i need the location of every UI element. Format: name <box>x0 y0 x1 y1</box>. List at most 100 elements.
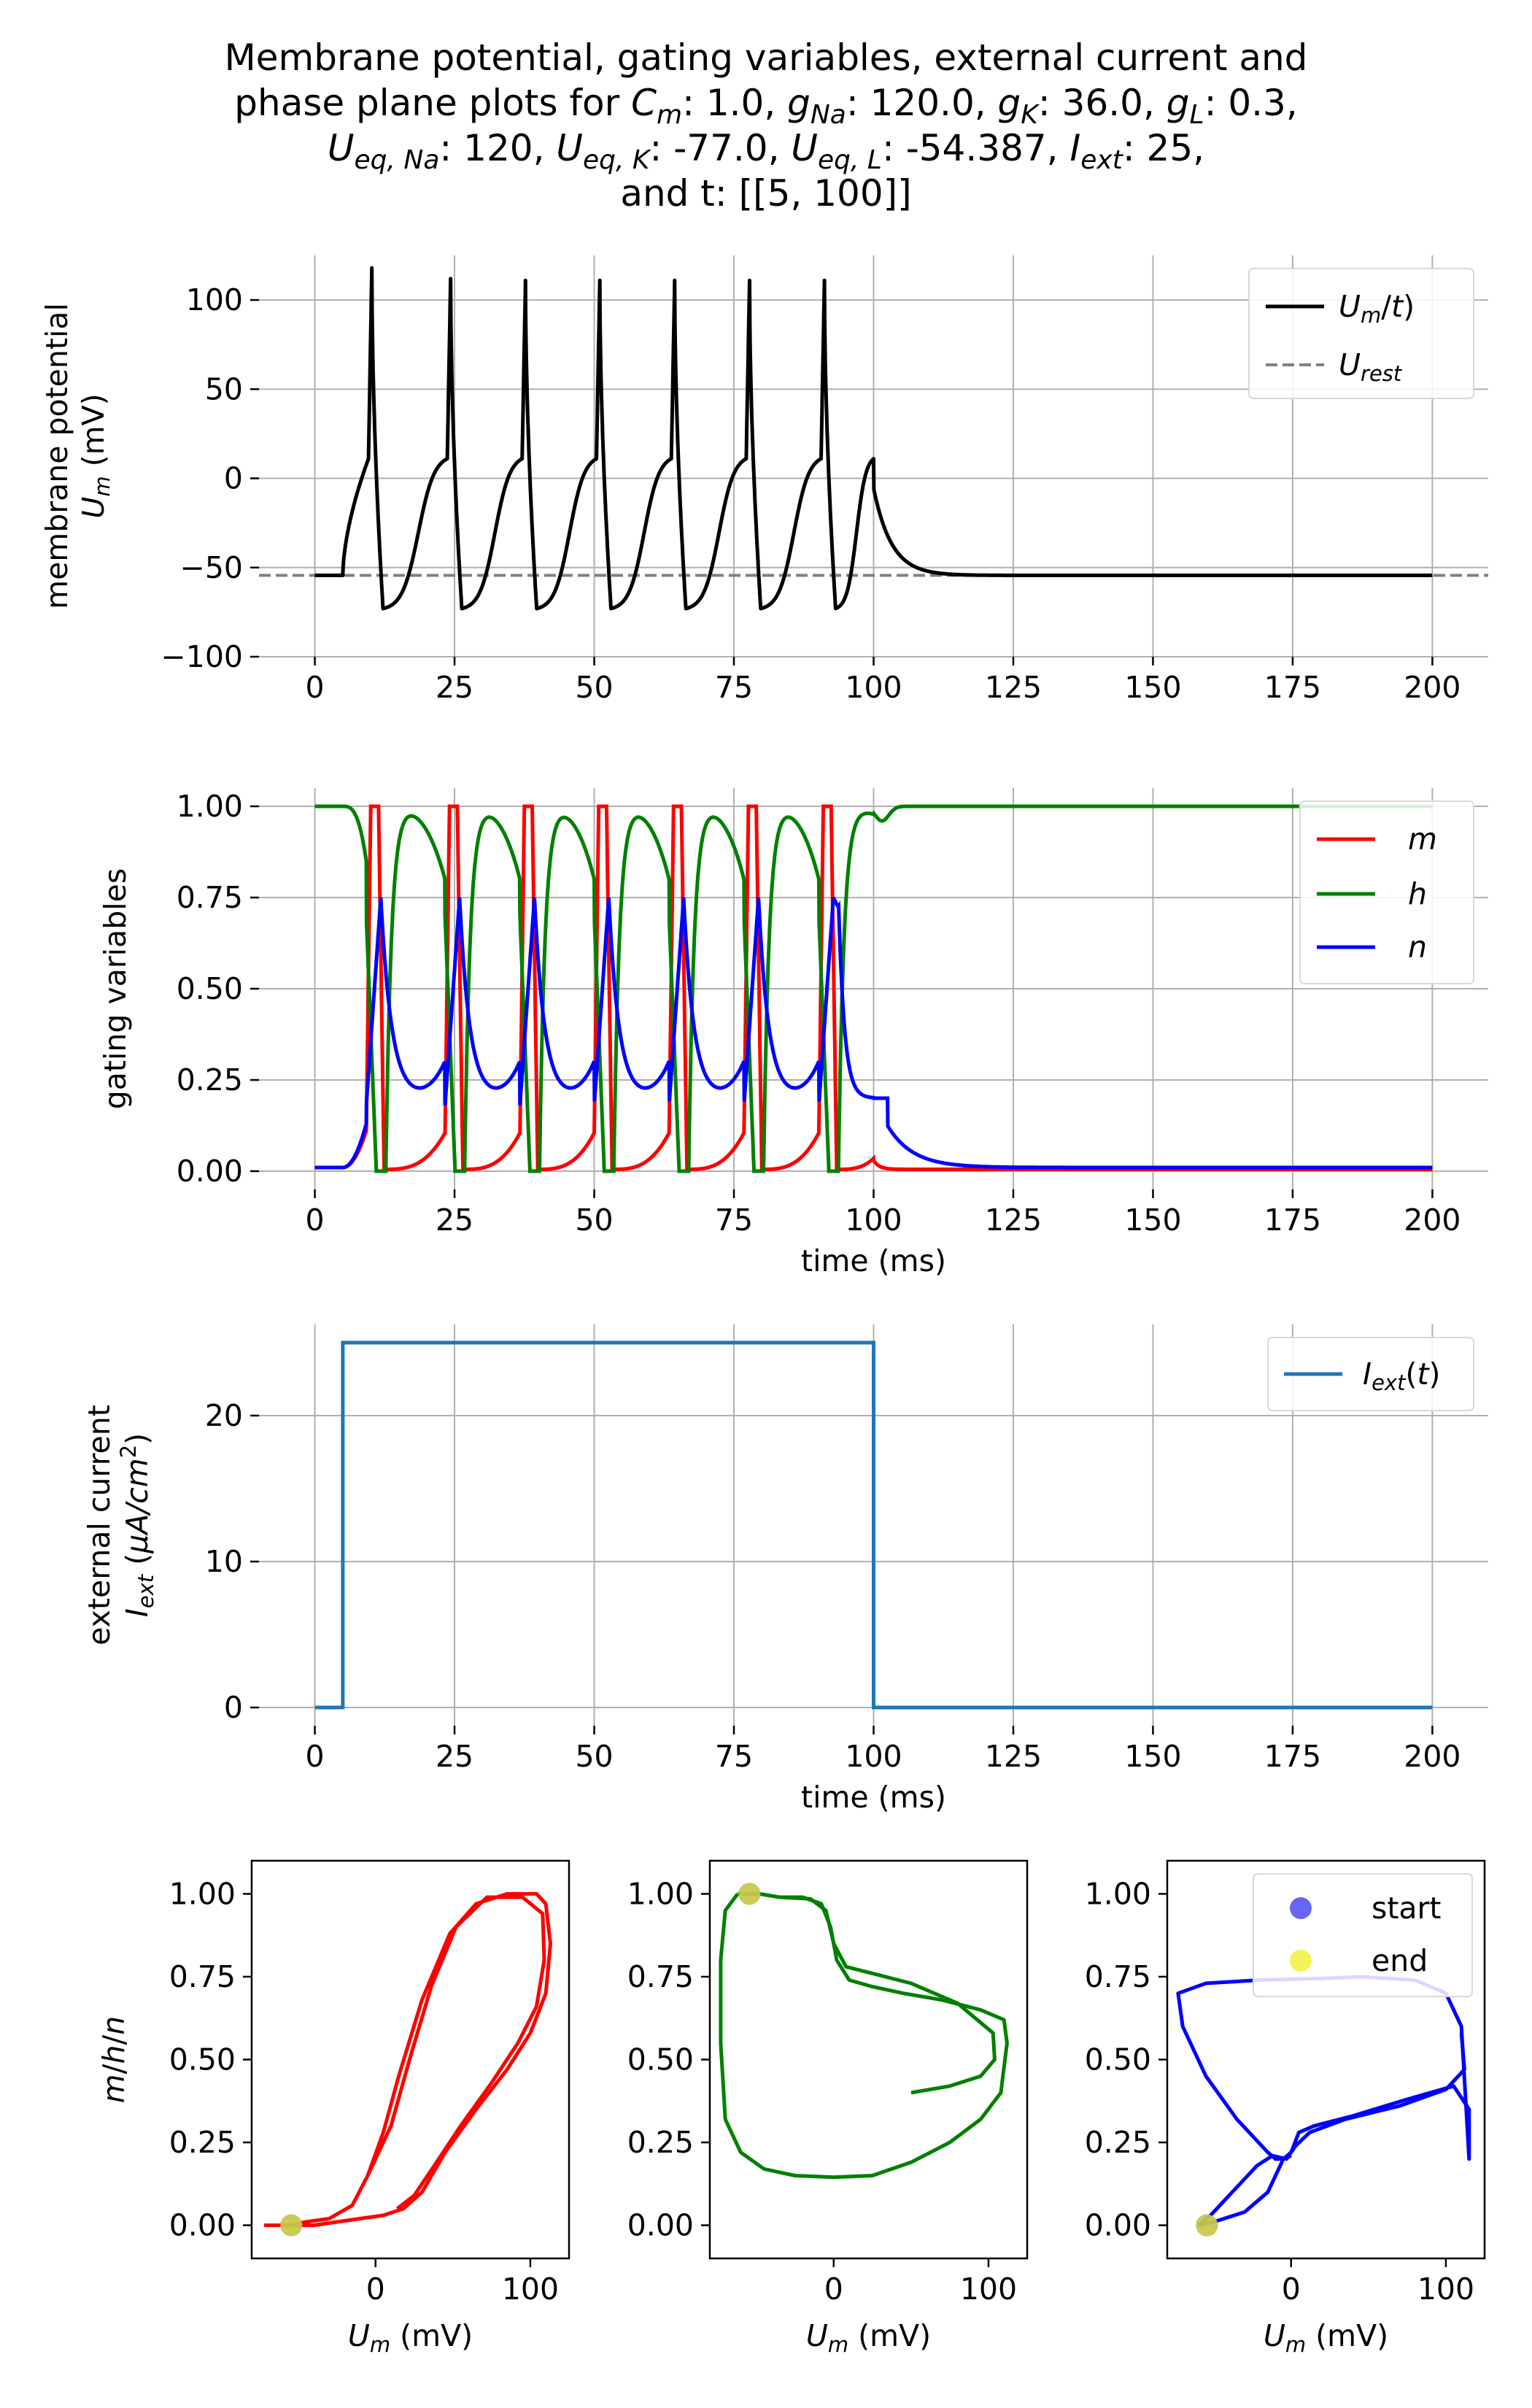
x-tick-label: 50 <box>575 1739 613 1774</box>
series-um-t <box>313 266 1434 611</box>
y-tick-label: 0.00 <box>177 1154 243 1189</box>
phase-plot-m: 0 100 0.00 0.25 0.50 0.75 1.00 Um (mV) m/h/n <box>96 1859 570 2357</box>
x-tick-label: 100 <box>960 2272 1017 2307</box>
y-tick-label: 0.75 <box>1085 1959 1151 1994</box>
y-tick-label: 100 <box>186 282 243 317</box>
y-tick-label: 0.50 <box>627 2042 694 2077</box>
x-tick-label: 100 <box>1417 2272 1474 2307</box>
y-tick-label: 0.25 <box>627 2125 694 2160</box>
legend-label-end: end <box>1372 1943 1428 1978</box>
svg-text:membrane potential: membrane potential <box>39 303 74 609</box>
y-tick-label: −50 <box>179 550 243 585</box>
legend: mhn <box>1299 800 1474 984</box>
y-tick-label: 20 <box>205 1398 243 1433</box>
y-tick-label: −100 <box>160 639 243 674</box>
y-tick-label: 0.50 <box>169 2042 236 2077</box>
x-tick-label: 200 <box>1404 1203 1461 1238</box>
x-tick-label: 200 <box>1404 670 1461 705</box>
legend-label-i-ext: Iext(t) <box>1363 1357 1441 1395</box>
svg-text:Iext (μA/cm2): Iext (μA/cm2) <box>116 1433 158 1617</box>
series-i-ext <box>314 1340 1433 1710</box>
title-line-4: and t: [[5, 100]] <box>620 172 912 215</box>
x-tick-label: 25 <box>436 1203 473 1238</box>
legend-label-n: n <box>1408 930 1427 965</box>
y-tick-label: 0.75 <box>177 880 243 915</box>
x-tick-label: 75 <box>715 1739 753 1774</box>
axes-frame <box>708 1859 1029 2260</box>
phase-loop-m <box>264 1891 552 2228</box>
x-tick-label: 125 <box>985 1203 1042 1238</box>
svg-text:external current: external current <box>82 1405 117 1645</box>
y-tick-label: 1.00 <box>169 1876 236 1911</box>
series-h <box>314 804 1433 1173</box>
x-tick-label: 25 <box>436 1739 473 1774</box>
y-tick-label: 0 <box>224 461 243 496</box>
y-tick-label: 50 <box>205 371 243 406</box>
x-tick-label: 75 <box>715 670 753 705</box>
legend: Iext(t) <box>1267 1337 1474 1411</box>
y-tick-label: 1.00 <box>177 789 243 824</box>
legend-label-m: m <box>1408 822 1437 857</box>
legend-label-u-rest: Urest <box>1339 347 1403 386</box>
x-tick-label: 50 <box>575 1203 613 1238</box>
x-tick-label: 175 <box>1264 1203 1321 1238</box>
x-axis-label: time (ms) <box>801 1780 946 1815</box>
x-tick-label: 150 <box>1124 1739 1181 1774</box>
x-tick-label: 125 <box>985 1739 1042 1774</box>
title-line-2: phase plane plots for Cm: 1.0, gNa: 120.… <box>234 82 1298 130</box>
y-axis-label: external current Iext (μA/cm2) <box>82 1405 158 1645</box>
phase-loop-h-inner <box>779 1895 997 2095</box>
end-point <box>280 2214 303 2237</box>
title-line-3: Ueq, Na: 120, Ueq, K: -77.0, Ueq, L: -54… <box>327 127 1205 175</box>
y-tick-label: 0.50 <box>177 971 243 1006</box>
legend: Um/t) Urest <box>1248 268 1474 399</box>
x-tick-label: 0 <box>306 1203 325 1238</box>
x-tick-label: 50 <box>575 670 613 705</box>
y-tick-label: 1.00 <box>627 1876 694 1911</box>
legend-label-start: start <box>1372 1891 1442 1926</box>
x-axis-label: Um (mV) <box>806 2318 931 2357</box>
x-tick-label: 0 <box>824 2272 843 2307</box>
x-tick-label: 25 <box>436 670 473 705</box>
y-tick-label: 1.00 <box>1085 1876 1151 1911</box>
legend-label-um: Um/t) <box>1339 289 1415 328</box>
x-tick-label: 0 <box>306 670 325 705</box>
title-line-1: Membrane potential, gating variables, ex… <box>224 36 1308 79</box>
y-axis-label: m/h/n <box>96 2016 131 2104</box>
figure-title: Membrane potential, gating variables, ex… <box>0 35 1532 216</box>
phase-plot-h: 0 100 0.00 0.25 0.50 0.75 1.00 Um (mV) <box>627 1859 1029 2357</box>
series-n <box>314 897 1433 1170</box>
svg-text:Um (mV): Um (mV) <box>76 393 115 518</box>
x-axis-label: Um (mV) <box>1264 2318 1388 2357</box>
y-tick-label: 0.00 <box>1085 2208 1151 2243</box>
y-tick-label: 0.50 <box>1085 2042 1151 2077</box>
x-axis-label: time (ms) <box>801 1243 946 1278</box>
x-tick-label: 0 <box>1282 2272 1301 2307</box>
gating-variables-chart: 0 25 50 75 100 125 150 175 200 0.00 0.25 0.50 0.75 1.… <box>98 788 1488 1278</box>
y-tick-label: 0.25 <box>177 1062 243 1097</box>
y-tick-label: 0.75 <box>169 1959 236 1994</box>
y-axis-label: membrane potential Um (mV) <box>39 303 115 609</box>
x-tick-label: 100 <box>845 1203 902 1238</box>
legend-label-h: h <box>1408 876 1427 911</box>
x-axis-label: Um (mV) <box>348 2318 473 2357</box>
x-tick-label: 175 <box>1264 1739 1321 1774</box>
x-tick-label: 100 <box>845 1739 902 1774</box>
x-tick-label: 150 <box>1124 1203 1181 1238</box>
end-point <box>738 1883 761 1905</box>
y-tick-label: 0.25 <box>169 2125 236 2160</box>
y-tick-label: 0.75 <box>627 1959 694 1994</box>
x-tick-label: 100 <box>845 670 902 705</box>
y-tick-label: 0.25 <box>1085 2125 1151 2160</box>
y-tick-label: 0.00 <box>627 2208 694 2243</box>
x-tick-label: 0 <box>366 2272 385 2307</box>
phase-loop-n-inner <box>1196 2032 1466 2227</box>
y-tick-label: 0 <box>224 1690 243 1725</box>
phase-loop-h <box>719 1891 1009 2180</box>
x-tick-label: 0 <box>306 1739 325 1774</box>
end-point <box>1196 2214 1218 2237</box>
y-axis-label: gating variables <box>98 868 133 1109</box>
x-tick-label: 100 <box>502 2272 559 2307</box>
x-tick-label: 125 <box>985 670 1042 705</box>
